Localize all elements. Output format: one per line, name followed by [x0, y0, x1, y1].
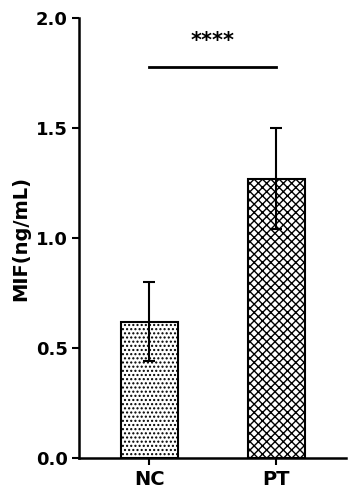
Y-axis label: MIF(ng/mL): MIF(ng/mL) — [11, 176, 30, 300]
Bar — [247, 178, 305, 458]
Text: ****: **** — [191, 31, 235, 51]
Bar — [121, 322, 178, 458]
